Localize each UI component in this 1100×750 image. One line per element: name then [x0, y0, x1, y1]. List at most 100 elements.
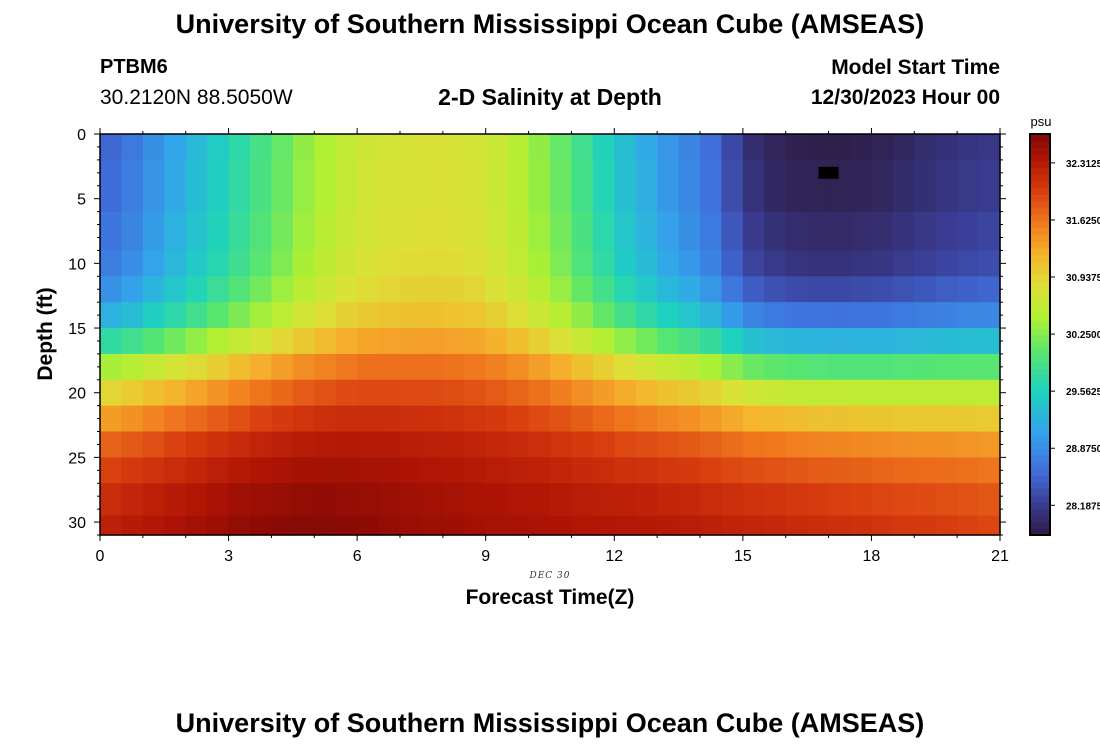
colorbar: 28.1875 28.8750 29.5625 30.2500 30.9375 31.62… — [1029, 114, 1100, 536]
heatmap-cell — [528, 353, 551, 381]
heatmap-cell — [292, 276, 315, 303]
colorbar-cell — [1030, 140, 1050, 148]
colorbar-cell — [1030, 454, 1050, 463]
colorbar-cell — [1030, 167, 1050, 175]
heatmap-cell — [485, 159, 508, 213]
heatmap-cell — [614, 159, 637, 213]
colorbar-cell — [1030, 227, 1050, 235]
heatmap-cell — [635, 276, 658, 303]
colorbar-cell — [1030, 187, 1050, 195]
heatmap-cell — [807, 328, 830, 355]
heatmap-cell — [185, 302, 208, 329]
heatmap-cell — [314, 302, 337, 329]
heatmap-cell — [850, 134, 873, 161]
heatmap-cell — [507, 134, 530, 161]
heatmap-cell — [678, 211, 701, 252]
heatmap-cell — [635, 431, 658, 458]
heatmap-cell — [250, 353, 273, 381]
heatmap-cell — [764, 250, 787, 277]
heatmap-cell — [528, 457, 551, 484]
heatmap-cell — [378, 405, 401, 433]
heatmap-cell — [271, 515, 294, 536]
colorbar-cell — [1030, 294, 1050, 302]
heatmap-cell — [207, 134, 230, 161]
model-start-value: 12/30/2023 Hour 00 — [810, 86, 1000, 109]
heatmap-cell — [828, 250, 851, 277]
heatmap-cell — [357, 276, 380, 303]
heatmap-cell — [378, 134, 401, 161]
colorbar-cell — [1030, 514, 1050, 523]
heatmap-cell — [335, 379, 358, 407]
heatmap-cell — [400, 515, 423, 536]
heatmap-cell — [700, 379, 723, 407]
heatmap-cell — [764, 431, 787, 458]
heatmap-cell — [507, 515, 530, 536]
heatmap-cell — [550, 250, 573, 277]
heatmap-cell — [614, 302, 637, 329]
heatmap-cell — [550, 515, 573, 536]
heatmap-cell — [485, 431, 508, 458]
colorbar-cell — [1030, 367, 1050, 376]
heatmap-cell — [828, 515, 851, 536]
colorbar-tick-label: 28.8750 — [1066, 444, 1100, 455]
y-tick-label: 20 — [68, 386, 86, 403]
heatmap-cell — [207, 276, 230, 303]
heatmap-cell — [785, 515, 808, 536]
heatmap-cell — [828, 302, 851, 329]
heatmap-cell — [271, 276, 294, 303]
heatmap-cell — [292, 457, 315, 484]
heatmap-cell — [228, 431, 251, 458]
heatmap-cell — [357, 211, 380, 252]
heatmap-cell — [978, 159, 1001, 213]
heatmap-cell — [957, 515, 980, 536]
heatmap-cell — [121, 250, 144, 277]
heatmap-cell — [914, 250, 937, 277]
heatmap-cell — [464, 483, 487, 517]
heatmap-cell — [142, 328, 165, 355]
heatmap-cell — [421, 515, 444, 536]
heatmap-cell — [271, 302, 294, 329]
heatmap-cell — [807, 302, 830, 329]
heatmap-cell — [807, 250, 830, 277]
colorbar-cell — [1030, 468, 1050, 476]
heatmap-cell — [164, 134, 187, 161]
colorbar-cell — [1030, 267, 1050, 275]
heatmap-cell — [978, 405, 1001, 433]
colorbar-cell — [1030, 147, 1050, 155]
heatmap-cell — [421, 483, 444, 517]
heatmap-cell — [142, 515, 165, 536]
colorbar-cell — [1030, 501, 1050, 509]
heatmap-cell — [464, 211, 487, 252]
x-tick-label: 3 — [224, 548, 233, 565]
heatmap-cell — [935, 353, 958, 381]
colorbar-cell — [1030, 387, 1050, 396]
heatmap-cell — [485, 328, 508, 355]
heatmap-cell — [250, 431, 273, 458]
heatmap-cell — [571, 457, 594, 484]
colorbar-labels: 28.1875 28.8750 29.5625 30.2500 30.9375 31.62… — [1066, 159, 1100, 512]
heatmap-cell — [442, 328, 465, 355]
heatmap-cell — [785, 353, 808, 381]
heatmap-cell — [828, 276, 851, 303]
heatmap-cell — [914, 302, 937, 329]
heatmap-cell — [464, 457, 487, 484]
heatmap-cell — [657, 515, 680, 536]
heatmap-cell — [507, 483, 530, 517]
colorbar-cell — [1030, 334, 1050, 342]
heatmap-cell — [164, 276, 187, 303]
heatmap-cell — [335, 328, 358, 355]
heatmap-cell — [657, 483, 680, 517]
x-tick-label: 0 — [96, 548, 105, 565]
heatmap-cell — [485, 405, 508, 433]
heatmap-cell — [807, 431, 830, 458]
heatmap-cell — [164, 431, 187, 458]
heatmap-cell — [335, 134, 358, 161]
heatmap-cell — [828, 431, 851, 458]
heatmap-cell — [742, 405, 765, 433]
colorbar-cell — [1030, 441, 1050, 449]
heatmap-cell — [314, 353, 337, 381]
heatmap-cell — [657, 250, 680, 277]
heatmap-cell — [721, 159, 744, 213]
heatmap-cell — [957, 353, 980, 381]
heatmap-cell — [228, 302, 251, 329]
